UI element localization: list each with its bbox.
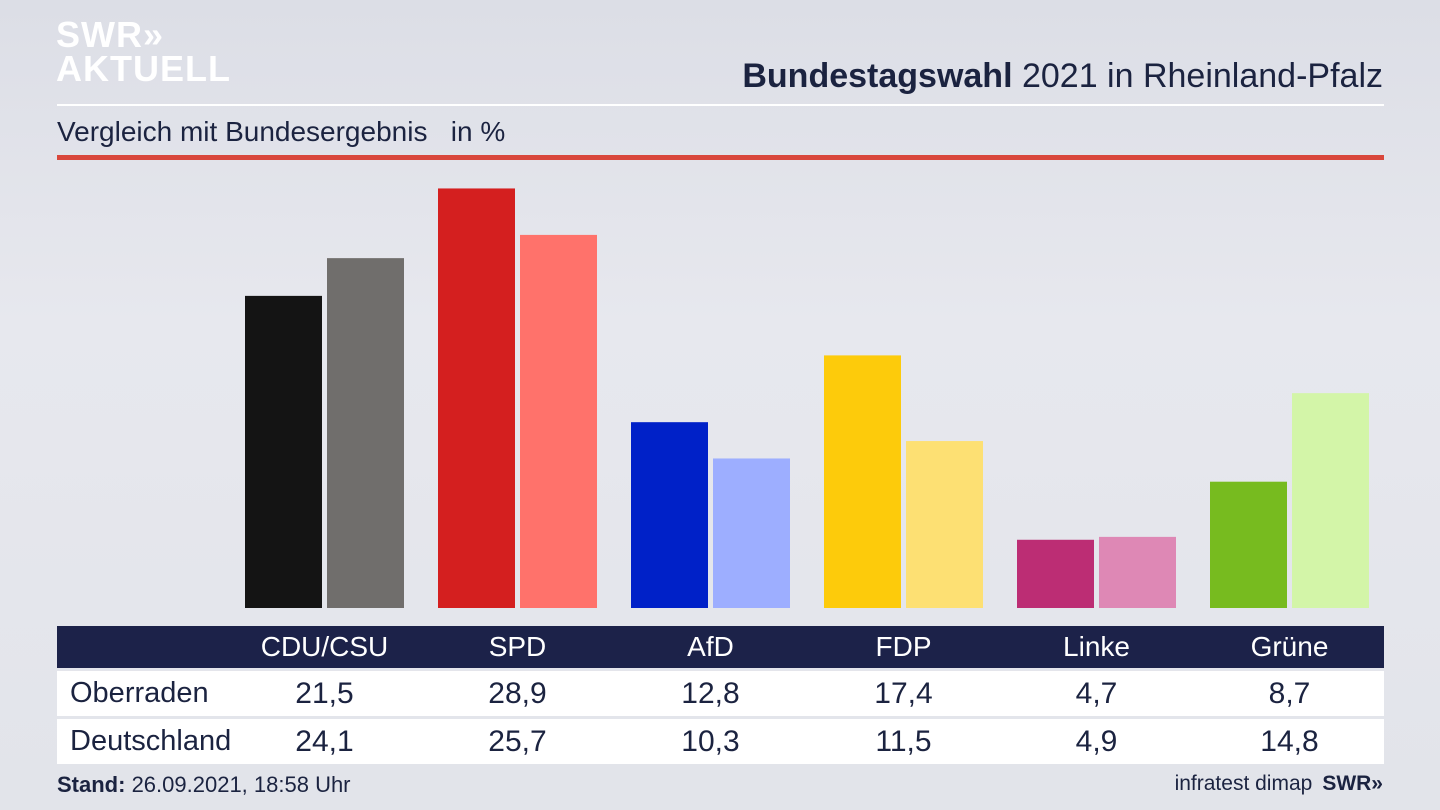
column-header: AfD bbox=[687, 631, 734, 662]
table-cell: 8,7 bbox=[1268, 677, 1311, 710]
bar-deutschland-grüne bbox=[1292, 393, 1369, 608]
chart-subtitle: Vergleich mit Bundesergebnis in % bbox=[57, 116, 506, 147]
bar-deutschland-afd bbox=[713, 458, 790, 608]
bar-deutschland-fdp bbox=[906, 441, 983, 608]
swr-brand-logo: SWR» bbox=[1322, 772, 1383, 795]
table-row: Oberraden 21,5 28,9 12,8 17,4 4,7 8,7 bbox=[57, 671, 1384, 716]
row-label: Oberraden bbox=[70, 677, 209, 709]
bar-oberraden-spd bbox=[438, 188, 515, 608]
swr-aktuell-logo: SWR» AKTUELL bbox=[56, 14, 231, 89]
column-header: Grüne bbox=[1250, 631, 1329, 662]
column-header: CDU/CSU bbox=[260, 631, 389, 662]
bar-oberraden-fdp bbox=[824, 355, 901, 608]
subtitle-divider bbox=[57, 155, 1384, 160]
table-cell: 4,7 bbox=[1075, 677, 1118, 710]
table-cell: 21,5 bbox=[295, 677, 354, 710]
bar-oberraden-grüne bbox=[1210, 481, 1287, 608]
logo-line-2: AKTUELL bbox=[56, 48, 231, 89]
table-row: Deutschland 24,1 25,7 10,3 11,5 4,9 14,8 bbox=[57, 719, 1384, 764]
chart-title-bold: Bundestagswahl bbox=[742, 57, 1013, 95]
table-cell: 14,8 bbox=[1260, 725, 1319, 758]
column-header: FDP bbox=[875, 631, 932, 662]
logo-line-1: SWR» bbox=[56, 14, 165, 55]
bar-oberraden-afd bbox=[631, 422, 708, 608]
table-cell: 28,9 bbox=[488, 677, 547, 710]
table-cell: 12,8 bbox=[681, 677, 740, 710]
column-header: SPD bbox=[488, 631, 547, 662]
title-divider bbox=[57, 104, 1384, 106]
table-cell: 25,7 bbox=[488, 725, 547, 758]
table-header-row: CDU/CSU SPD AfD FDP Linke Grüne bbox=[57, 626, 1384, 668]
bar-deutschland-spd bbox=[520, 234, 597, 608]
timestamp: Stand: 26.09.2021, 18:58 Uhr bbox=[57, 772, 351, 798]
source-name: infratest dimap bbox=[1174, 772, 1313, 795]
bar-oberraden-cdu-csu bbox=[245, 295, 322, 608]
chart-title-rest: 2021 in Rheinland-Pfalz bbox=[1012, 57, 1383, 95]
table-cell: 10,3 bbox=[681, 725, 740, 758]
source-credit: infratest dimap SWR» bbox=[1175, 772, 1383, 796]
table-cell: 17,4 bbox=[874, 677, 933, 710]
column-header: Linke bbox=[1063, 631, 1130, 662]
bar-deutschland-cdu-csu bbox=[327, 258, 404, 608]
bar-oberraden-linke bbox=[1017, 539, 1094, 608]
table-cell: 24,1 bbox=[295, 725, 354, 758]
chart-title: Bundestagswahl 2021 in Rheinland-Pfalz bbox=[742, 57, 1383, 96]
results-table: CDU/CSU SPD AfD FDP Linke Grüne Oberraden 21,… bbox=[57, 626, 1384, 764]
table-cell: 4,9 bbox=[1075, 725, 1118, 758]
stand-label: Stand: bbox=[57, 772, 126, 797]
row-label: Deutschland bbox=[70, 725, 232, 757]
bar-deutschland-linke bbox=[1099, 536, 1176, 608]
table-cell: 11,5 bbox=[875, 725, 932, 758]
stand-value: 26.09.2021, 18:58 Uhr bbox=[125, 772, 351, 797]
